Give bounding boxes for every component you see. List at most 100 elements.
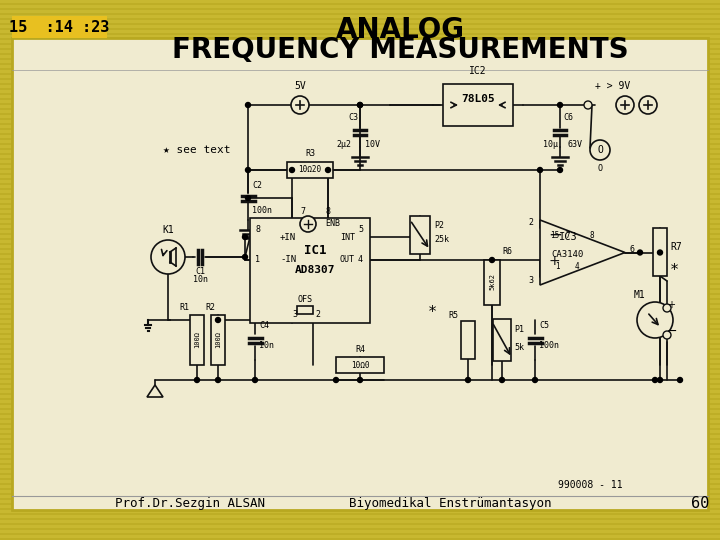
Bar bbox=[0, 48, 720, 50]
Bar bbox=[0, 408, 720, 410]
Circle shape bbox=[637, 302, 673, 338]
Bar bbox=[0, 457, 720, 460]
Bar bbox=[0, 132, 720, 135]
Text: 60: 60 bbox=[691, 496, 709, 510]
Text: 7: 7 bbox=[565, 231, 570, 240]
Circle shape bbox=[490, 258, 495, 262]
Bar bbox=[0, 3, 720, 5]
Text: 10Ω20: 10Ω20 bbox=[298, 165, 322, 174]
Bar bbox=[0, 253, 720, 255]
Text: 15  :14 :23: 15 :14 :23 bbox=[9, 19, 109, 35]
Bar bbox=[0, 413, 720, 415]
Bar bbox=[0, 472, 720, 475]
Bar bbox=[0, 508, 720, 510]
Circle shape bbox=[215, 377, 220, 382]
Circle shape bbox=[637, 250, 642, 255]
Circle shape bbox=[678, 377, 683, 382]
Circle shape bbox=[657, 377, 662, 382]
Text: ANALOG: ANALOG bbox=[336, 16, 464, 44]
Circle shape bbox=[151, 240, 185, 274]
Text: *: * bbox=[428, 305, 436, 320]
Text: 8: 8 bbox=[325, 207, 330, 216]
Text: 990008 - 11: 990008 - 11 bbox=[558, 480, 622, 490]
Bar bbox=[0, 98, 720, 100]
Text: + > 9V: + > 9V bbox=[595, 81, 631, 91]
Bar bbox=[461, 321, 475, 359]
Text: 1: 1 bbox=[255, 255, 260, 264]
Bar bbox=[0, 318, 720, 320]
Text: 3: 3 bbox=[528, 276, 533, 285]
Circle shape bbox=[663, 331, 671, 339]
Bar bbox=[0, 287, 720, 290]
Text: R5: R5 bbox=[448, 310, 458, 320]
Bar bbox=[0, 127, 720, 130]
Text: 5k: 5k bbox=[514, 343, 524, 353]
Text: 5: 5 bbox=[358, 225, 363, 234]
Bar bbox=[0, 138, 720, 140]
Polygon shape bbox=[540, 220, 625, 285]
Bar bbox=[0, 52, 720, 55]
Bar bbox=[0, 382, 720, 385]
Bar bbox=[0, 198, 720, 200]
Text: 78L05: 78L05 bbox=[461, 94, 495, 104]
Bar bbox=[0, 103, 720, 105]
Bar bbox=[0, 448, 720, 450]
Text: +: + bbox=[667, 300, 675, 310]
Bar bbox=[0, 8, 720, 10]
Text: K1: K1 bbox=[162, 225, 174, 235]
Bar bbox=[336, 357, 384, 373]
Bar bbox=[0, 477, 720, 480]
Bar bbox=[0, 152, 720, 155]
Circle shape bbox=[300, 216, 316, 232]
Text: 2: 2 bbox=[528, 218, 533, 227]
Circle shape bbox=[557, 103, 562, 107]
Text: R6: R6 bbox=[502, 247, 512, 256]
Bar bbox=[0, 262, 720, 265]
Text: 2: 2 bbox=[315, 310, 320, 319]
Bar bbox=[0, 313, 720, 315]
Circle shape bbox=[533, 377, 538, 382]
Text: 15: 15 bbox=[550, 231, 559, 240]
Bar bbox=[0, 393, 720, 395]
Bar bbox=[297, 306, 313, 314]
Text: 100Ω: 100Ω bbox=[194, 332, 200, 348]
Bar bbox=[0, 12, 720, 15]
Text: ★ see text: ★ see text bbox=[163, 145, 230, 155]
Circle shape bbox=[590, 140, 610, 160]
Bar bbox=[0, 43, 720, 45]
Circle shape bbox=[358, 103, 362, 107]
Text: P1: P1 bbox=[514, 326, 524, 334]
Bar bbox=[0, 402, 720, 405]
Bar bbox=[0, 388, 720, 390]
Bar bbox=[0, 433, 720, 435]
Circle shape bbox=[466, 377, 470, 382]
Text: INT: INT bbox=[340, 233, 355, 241]
Text: C2: C2 bbox=[252, 181, 262, 191]
Text: 3: 3 bbox=[292, 310, 297, 319]
Text: IC3: IC3 bbox=[559, 233, 577, 242]
Bar bbox=[0, 497, 720, 500]
Bar bbox=[0, 282, 720, 285]
Bar bbox=[0, 112, 720, 115]
Bar bbox=[410, 216, 430, 254]
Text: M1: M1 bbox=[634, 290, 646, 300]
Bar bbox=[12, 38, 708, 510]
Bar bbox=[0, 37, 720, 40]
Text: 1: 1 bbox=[555, 262, 559, 271]
Bar bbox=[0, 488, 720, 490]
Text: C5: C5 bbox=[539, 321, 549, 330]
Bar bbox=[0, 373, 720, 375]
Bar bbox=[0, 192, 720, 195]
Text: R4: R4 bbox=[355, 345, 365, 354]
Bar bbox=[0, 483, 720, 485]
Bar bbox=[0, 83, 720, 85]
Bar bbox=[0, 17, 720, 20]
Text: 10n: 10n bbox=[192, 275, 207, 284]
Circle shape bbox=[358, 103, 362, 107]
Text: C6: C6 bbox=[563, 113, 573, 123]
Bar bbox=[0, 183, 720, 185]
Bar bbox=[0, 107, 720, 110]
Bar bbox=[0, 422, 720, 425]
Text: 5V: 5V bbox=[294, 81, 306, 91]
Text: ENB: ENB bbox=[325, 219, 340, 228]
